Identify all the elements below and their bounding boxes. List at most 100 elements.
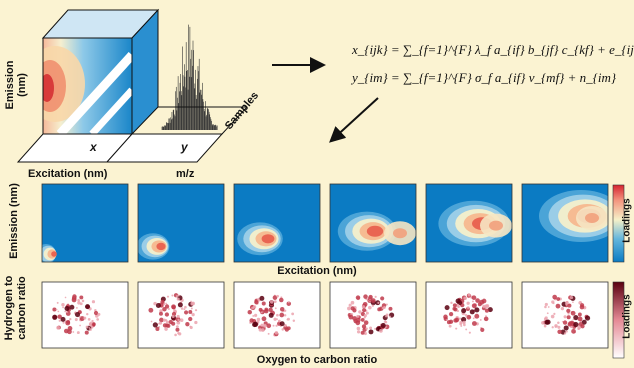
vk-point [91,319,94,323]
vk-point [252,322,258,328]
eem-excitation-label: Excitation (nm) [277,265,357,277]
vk-point [91,300,96,304]
vk-point [179,318,184,322]
vk-point [571,328,576,334]
vk-point [72,294,77,299]
vk-point [165,320,170,324]
vk-point [455,327,458,330]
vk-point [56,301,59,304]
vk-point [260,323,264,327]
vk-point [171,315,175,319]
vk-point [175,325,179,329]
vk-point [254,299,259,305]
vk-point [276,313,279,317]
vk-point [273,317,277,321]
vk-point [55,308,58,311]
arrow-down-left [329,97,379,143]
vk-point [60,316,66,322]
vk-point [148,307,154,313]
vk-point [188,316,193,322]
vk-point [567,303,572,308]
vk-point [350,300,355,305]
vk-point [360,318,365,322]
vk-point [264,307,269,312]
vk-point [581,319,587,325]
vk-loadings-row [41,281,609,349]
vk-point [269,300,274,304]
vk-point [460,325,463,327]
vk-point [546,312,549,315]
vk-point [541,320,545,325]
vk-point [57,314,62,319]
eem-colorbar-label: Loadings [621,198,633,243]
vk-point [262,323,267,328]
vk-point [74,318,78,322]
vk-point [577,316,583,322]
vk-point [56,325,60,330]
eem-emission-label: Emission (nm) [8,183,20,259]
vk-point [177,318,180,322]
vk-point [189,325,193,330]
vk-point [458,317,462,320]
vk-point [158,311,163,316]
vk-point [471,295,477,300]
vk-point [164,327,168,331]
vk-point [356,326,361,331]
vk-point [89,321,93,325]
vk-point [79,295,84,300]
cube-mz-label: m/z [176,168,195,180]
vk-point [267,332,270,335]
vk-point [360,330,365,335]
vk-point [356,330,361,334]
vk-point [472,317,475,320]
vk-point [76,331,80,335]
vk-point [253,313,258,318]
vk-point [258,307,263,312]
vk-point [464,313,468,317]
vk-point [465,328,468,331]
vk-point [63,328,69,334]
vk-point [374,295,377,298]
vk-point [288,301,290,304]
vk-point [166,295,170,298]
vk-point [79,316,85,321]
vk-point [276,294,280,298]
vk-panel [41,281,129,349]
mass-spectrum [161,24,218,130]
vk-point [83,316,87,320]
vk-ylabel-line1: Hydrogen to [3,275,15,341]
vk-point [72,331,75,333]
vk-point [96,318,100,321]
vk-point [64,305,70,311]
vk-point [279,297,284,303]
vk-point [554,325,558,329]
vk-point [183,308,186,311]
vk-point [577,312,582,317]
vk-point [479,319,482,321]
vk-point [487,307,493,313]
vk-point [155,326,160,331]
data-cube [16,8,248,163]
vk-point [62,306,65,309]
vk-point [272,324,275,327]
vk-point [292,319,296,322]
vk-point [448,312,454,317]
vk-point [551,300,555,304]
vk-point [291,312,295,316]
vk-point [279,312,285,318]
vk-point [249,318,254,323]
vk-point [74,311,81,318]
vk-point [184,305,187,309]
vk-point [453,318,458,323]
vk-point [87,318,91,321]
vk-point [97,312,101,316]
vk-point [353,318,358,324]
vk-point [77,298,81,302]
vk-point [563,325,569,331]
vk-point [361,305,366,309]
vk-point [566,308,571,313]
vk-point [362,308,367,313]
vk-point [69,304,75,310]
vk-point [552,294,558,300]
